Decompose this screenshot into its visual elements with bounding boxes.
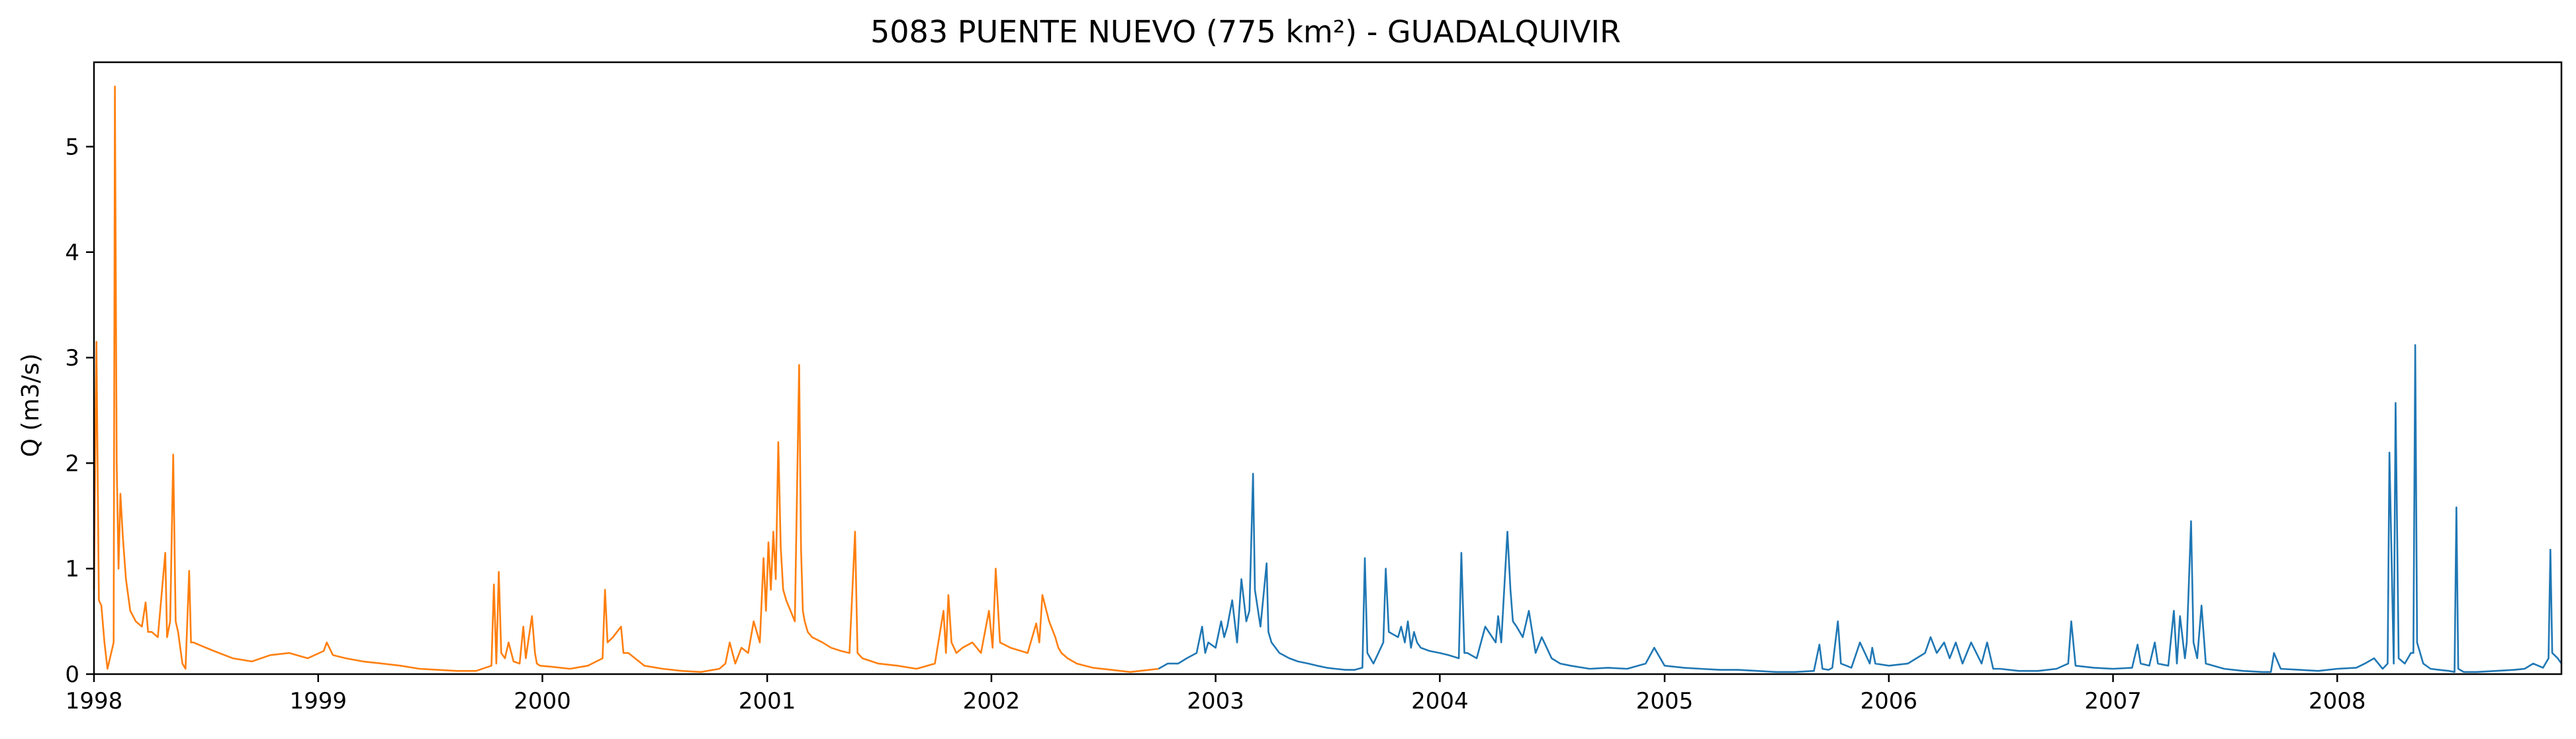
chart-title: 5083 PUENTE NUEVO (775 km²) - GUADALQUIV… — [870, 14, 1621, 50]
x-tick-label: 2003 — [1187, 688, 1244, 714]
y-tick-label: 3 — [65, 345, 79, 371]
series-layer — [93, 85, 2563, 673]
x-tick-label: 2002 — [963, 688, 1021, 714]
plot-frame — [93, 61, 2563, 675]
y-tick-label: 2 — [65, 450, 79, 477]
x-tick-label: 1998 — [66, 688, 123, 714]
x-tick-label: 2008 — [2309, 688, 2366, 714]
y-tick-label: 0 — [65, 662, 79, 688]
y-tick-label: 4 — [65, 240, 79, 266]
x-axis: 1998 1999 2000 2001 2002 2003 2004 2005 2006 2007… — [66, 674, 2366, 714]
x-tick-label: 2000 — [514, 688, 571, 714]
series-line-2 — [1158, 344, 2563, 673]
y-axis-label: Q (m3/s) — [17, 354, 44, 458]
x-tick-label: 2004 — [1411, 688, 1469, 714]
y-axis: 0 1 2 3 4 5 — [65, 134, 94, 688]
x-tick-label: 2007 — [2084, 688, 2142, 714]
series-line-1 — [93, 85, 1159, 673]
y-tick-label: 1 — [65, 556, 79, 583]
x-tick-label: 2006 — [1861, 688, 1918, 714]
x-tick-label: 2005 — [1636, 688, 1694, 714]
x-tick-label: 2001 — [739, 688, 796, 714]
y-tick-label: 5 — [65, 134, 79, 160]
x-tick-label: 1999 — [289, 688, 347, 714]
